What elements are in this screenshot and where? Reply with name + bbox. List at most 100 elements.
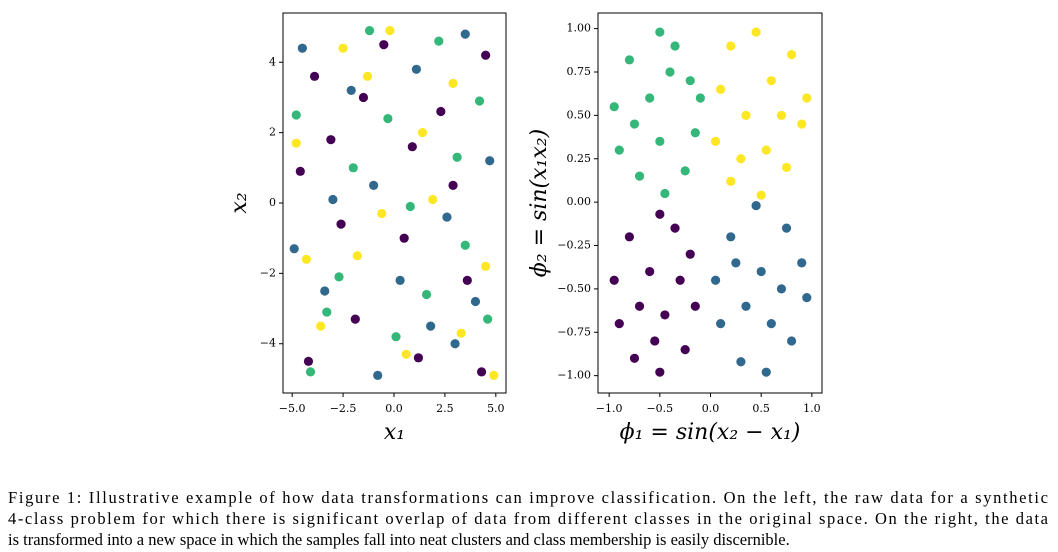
data-point — [405, 201, 415, 212]
data-point — [328, 194, 338, 205]
data-point — [751, 27, 761, 37]
x-tick-label: 1.0 — [803, 402, 821, 415]
y-axis-label: ϕ₂ = sin(x₁x₂) — [527, 129, 552, 277]
data-point — [460, 29, 470, 39]
data-point — [690, 301, 700, 311]
data-point — [483, 314, 493, 324]
data-point — [802, 93, 812, 103]
data-point — [295, 166, 305, 176]
data-point — [303, 356, 314, 366]
data-point — [766, 76, 776, 86]
data-point — [358, 92, 369, 103]
data-point — [761, 367, 771, 377]
y-tick-label: 0.50 — [567, 108, 592, 121]
y-tick-label: 0 — [269, 196, 276, 209]
data-point — [379, 40, 389, 50]
data-point — [385, 25, 395, 36]
data-point — [756, 266, 766, 277]
y-tick-label: −1.00 — [557, 369, 591, 382]
data-point — [781, 223, 792, 233]
data-point — [716, 84, 726, 94]
data-point — [426, 321, 436, 331]
y-tick-label: 0.00 — [567, 195, 592, 208]
x-tick-label: −2.5 — [330, 402, 357, 415]
data-point — [407, 142, 417, 152]
data-point — [624, 55, 635, 65]
data-point — [726, 176, 736, 186]
data-point — [736, 357, 746, 367]
data-point — [413, 353, 424, 363]
data-point — [609, 275, 619, 285]
data-point — [411, 64, 421, 74]
data-point — [660, 310, 670, 320]
data-point — [710, 275, 721, 285]
data-point — [377, 208, 387, 219]
data-point — [448, 78, 458, 88]
data-point — [766, 318, 776, 329]
y-axis-label: x₂ — [227, 192, 252, 213]
y-tick-label: 2 — [269, 126, 276, 139]
x-tick-label: 5.0 — [487, 402, 505, 415]
data-point — [751, 201, 761, 211]
data-point — [309, 71, 320, 81]
data-point — [690, 128, 700, 138]
data-point — [421, 289, 432, 300]
data-point — [417, 128, 428, 138]
data-point — [614, 145, 624, 155]
data-point — [655, 209, 665, 219]
data-point — [291, 110, 301, 120]
data-point — [305, 367, 316, 377]
data-point — [373, 370, 383, 381]
data-point — [802, 292, 812, 303]
data-point — [291, 138, 301, 148]
axes-frame — [597, 12, 823, 394]
y-tick-label: −0.25 — [557, 239, 591, 252]
y-tick-label: −2 — [260, 266, 276, 279]
data-point — [326, 135, 336, 145]
data-point — [726, 232, 736, 242]
data-point — [391, 332, 401, 342]
data-point — [634, 301, 645, 311]
data-point — [726, 41, 736, 51]
data-point — [614, 318, 624, 329]
x-tick-label: 0.0 — [702, 402, 720, 415]
caption-line: is transformed into a new space in which… — [8, 530, 790, 549]
x-tick-label: −0.5 — [646, 402, 673, 415]
x-axis-label: x₁ — [384, 420, 405, 445]
data-point — [781, 162, 792, 173]
data-point — [756, 190, 766, 200]
data-point — [320, 286, 330, 296]
data-point — [609, 102, 619, 112]
data-point — [716, 318, 726, 329]
data-point — [645, 266, 655, 277]
data-point — [442, 212, 452, 222]
data-point — [336, 219, 346, 229]
caption-line: 4-class problem for which there is signi… — [8, 509, 1049, 528]
x-axis-label: ϕ₁ = sin(x₂ − x₁) — [620, 420, 801, 445]
data-point — [462, 275, 472, 286]
data-point — [741, 110, 751, 120]
data-point — [710, 136, 721, 147]
data-point — [797, 258, 807, 268]
data-point — [680, 345, 690, 355]
x-tick-label: 0.5 — [752, 402, 770, 415]
data-point — [338, 43, 348, 53]
y-tick-label: −0.75 — [557, 325, 591, 338]
data-point — [481, 50, 491, 60]
data-point — [695, 93, 705, 103]
data-point — [680, 166, 690, 176]
data-point — [362, 71, 373, 81]
y-tick-label: −4 — [260, 337, 276, 350]
data-point — [634, 171, 645, 181]
data-point — [456, 328, 466, 338]
data-point — [731, 258, 741, 268]
x-tick-label: 0.0 — [385, 402, 403, 415]
data-point — [675, 275, 685, 285]
data-point — [434, 36, 444, 46]
data-point — [369, 180, 379, 191]
data-point — [786, 336, 797, 346]
data-point — [470, 296, 481, 307]
data-point — [346, 85, 356, 96]
data-point — [761, 145, 771, 155]
y-tick-label: 0.25 — [567, 152, 592, 165]
